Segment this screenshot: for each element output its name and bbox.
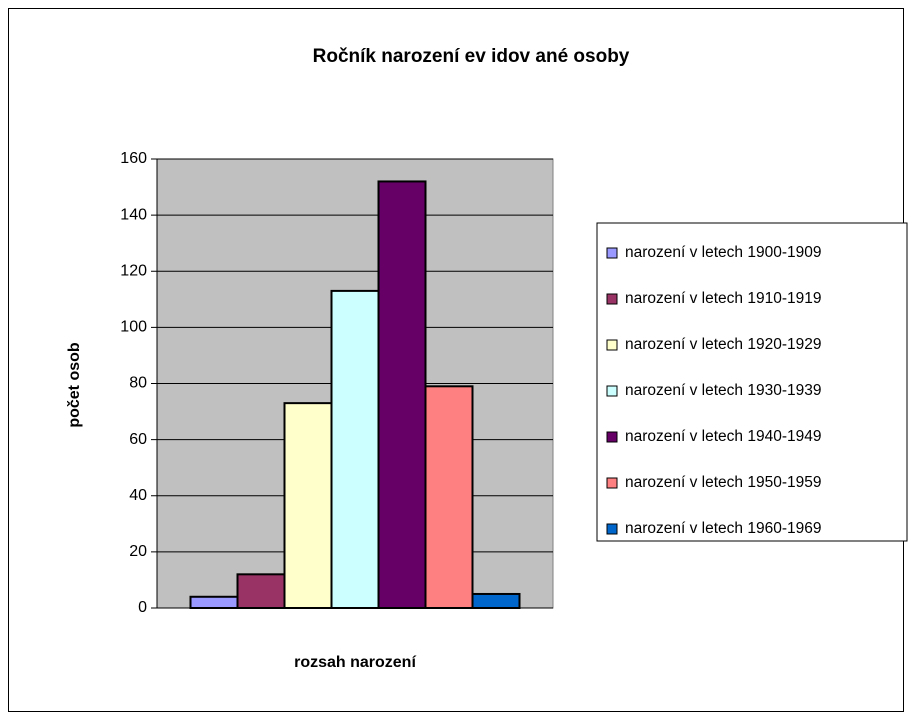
bar [377,180,427,609]
legend-label: narození v letech 1960-1969 [625,520,821,537]
legend-label: narození v letech 1920-1929 [625,336,821,353]
y-tick-label: 100 [120,319,147,336]
bar [424,385,474,609]
legend-label: narození v letech 1930-1939 [625,382,821,399]
legend-swatch [606,247,618,259]
bar [236,573,286,610]
y-tick-label: 140 [120,206,147,223]
y-axis-label: počet osob [66,342,83,428]
legend-swatch [606,477,618,489]
legend-box [596,222,908,542]
x-axis-label: rozsah narození [294,654,416,671]
bar [471,592,521,609]
y-tick-label: 120 [120,262,147,279]
legend-swatch [606,339,618,351]
legend-label: narození v letech 1950-1959 [625,474,821,491]
legend-label: narození v letech 1900-1909 [625,244,821,261]
y-tick-label: 60 [129,431,147,448]
legend-swatch [606,293,618,305]
legend-swatch [606,431,618,443]
chart-title: Ročník narození ev idov ané osoby [313,46,630,67]
y-tick-label: 40 [129,487,147,504]
bar [189,595,239,610]
y-tick-label: 20 [129,543,147,560]
bar [330,289,380,609]
y-tick-label: 0 [138,599,147,616]
legend-swatch [606,385,618,397]
bar [283,402,333,609]
legend-swatch [606,523,618,535]
y-tick-label: 80 [129,375,147,392]
legend-label: narození v letech 1910-1919 [625,290,821,307]
y-tick-label: 160 [120,150,147,167]
legend-label: narození v letech 1940-1949 [625,428,821,445]
